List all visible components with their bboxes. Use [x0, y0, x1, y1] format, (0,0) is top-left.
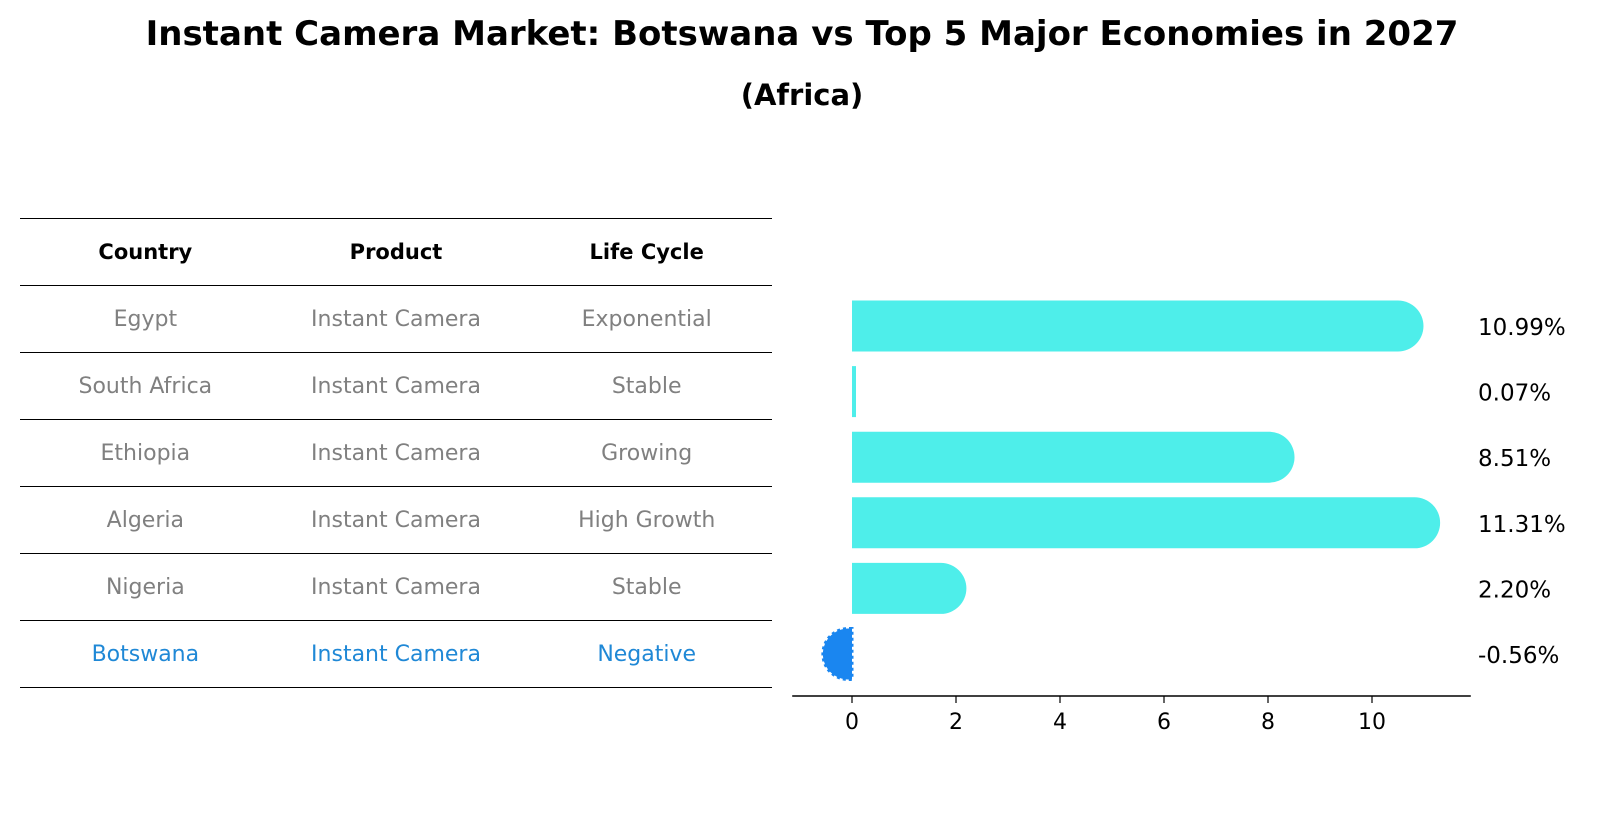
cell-country: Botswana	[91, 641, 200, 667]
cell-product: Instant Camera	[311, 641, 481, 667]
cell-country: Ethiopia	[100, 440, 191, 466]
cell-product: Instant Camera	[311, 373, 481, 399]
header-product: Product	[349, 240, 443, 264]
bar-ethiopia	[852, 431, 1295, 483]
value-label: 0.07%	[1478, 381, 1551, 407]
bar-algeria	[852, 497, 1441, 549]
header-life-cycle: Life Cycle	[589, 240, 704, 264]
header-country: Country	[98, 240, 193, 264]
cell-country: Algeria	[106, 507, 184, 533]
cell-product: Instant Camera	[311, 440, 481, 466]
table-row: Ethiopia Instant Camera Growing	[20, 419, 772, 486]
value-label: 11.31%	[1478, 512, 1566, 538]
value-label: 8.51%	[1478, 446, 1551, 472]
chart-title: Instant Camera Market: Botswana vs Top 5…	[145, 14, 1459, 54]
table-row: Nigeria Instant Camera Stable	[20, 553, 772, 620]
chart-subtitle: (Africa)	[740, 78, 864, 112]
cell-product: Instant Camera	[311, 306, 481, 332]
cell-country: Nigeria	[105, 574, 185, 600]
bar-nigeria	[852, 562, 967, 614]
x-tick-label: 6	[1157, 710, 1171, 735]
data-table: Country Product Life Cycle Egypt Instant…	[20, 218, 772, 688]
cell-country: Egypt	[113, 306, 178, 332]
table-row: Egypt Instant Camera Exponential	[20, 285, 772, 352]
cell-life-cycle: Stable	[611, 574, 682, 600]
value-label: 10.99%	[1478, 315, 1566, 341]
table-header-row: Country Product Life Cycle	[20, 218, 772, 285]
bar-botswana	[821, 627, 854, 681]
cell-life-cycle: Stable	[611, 373, 682, 399]
cell-product: Instant Camera	[311, 574, 481, 600]
table-row: Algeria Instant Camera High Growth	[20, 486, 772, 553]
x-tick-label: 4	[1053, 710, 1067, 735]
cell-life-cycle: Growing	[601, 440, 693, 466]
x-tick-label: 8	[1261, 710, 1275, 735]
x-tick-label: 0	[845, 710, 859, 735]
cell-country: South Africa	[78, 373, 213, 399]
cell-life-cycle: High Growth	[578, 507, 716, 533]
cell-life-cycle: Exponential	[581, 306, 712, 332]
cell-life-cycle: Negative	[597, 641, 697, 667]
bar-egypt	[852, 300, 1424, 352]
table-row: South Africa Instant Camera Stable	[20, 352, 772, 419]
x-tick-label: 2	[949, 710, 963, 735]
value-label: -0.56%	[1478, 643, 1559, 669]
x-tick-label: 10	[1358, 710, 1386, 735]
bar-south-africa	[852, 366, 856, 418]
cell-product: Instant Camera	[311, 507, 481, 533]
table-row-highlighted: Botswana Instant Camera Negative	[20, 620, 772, 688]
value-label: 2.20%	[1478, 577, 1551, 603]
